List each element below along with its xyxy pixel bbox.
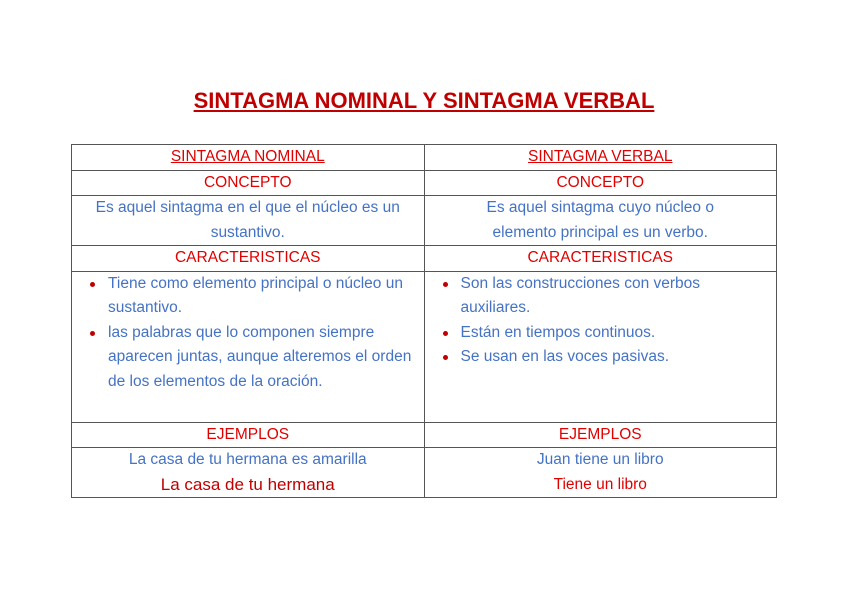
examples-label-nominal: EJEMPLOS xyxy=(71,421,425,448)
characteristics-verbal: Son las construcciones con verbos auxili… xyxy=(423,270,777,423)
concept-label-verbal: CONCEPTO xyxy=(423,169,777,196)
list-item: Tiene como elemento principal o núcleo u… xyxy=(90,272,412,321)
concept-label-nominal: CONCEPTO xyxy=(71,169,425,196)
list-item: Se usan en las voces pasivas. xyxy=(442,345,751,370)
list-item: las palabras que lo componen siempre apa… xyxy=(90,321,412,395)
comparison-table: SINTAGMA NOMINAL SINTAGMA VERBAL CONCEPT… xyxy=(71,144,777,498)
examples-nominal: La casa de tu hermana es amarilla La cas… xyxy=(71,447,425,498)
concept-nominal: Es aquel sintagma en el que el núcleo es… xyxy=(71,195,425,246)
example-phrase: Tiene un libro xyxy=(553,475,647,493)
heading-nominal: SINTAGMA NOMINAL xyxy=(71,144,425,171)
characteristics-nominal: Tiene como elemento principal o núcleo u… xyxy=(71,270,425,423)
concept-verbal: Es aquel sintagma cuyo núcleo o elemento… xyxy=(423,195,777,246)
document-title: SINTAGMA NOMINAL Y SINTAGMA VERBAL xyxy=(193,88,655,113)
examples-verbal: Juan tiene un libro Tiene un libro xyxy=(423,447,777,498)
example-phrase: La casa de tu hermana xyxy=(160,474,335,494)
characteristics-label-verbal: CARACTERISTICAS xyxy=(423,245,777,272)
characteristics-label-nominal: CARACTERISTICAS xyxy=(71,245,425,272)
list-item: Están en tiempos continuos. xyxy=(442,321,751,346)
example-sentence: Juan tiene un libro xyxy=(536,451,664,468)
examples-label-verbal: EJEMPLOS xyxy=(423,421,777,448)
heading-verbal: SINTAGMA VERBAL xyxy=(423,144,777,171)
list-item: Son las construcciones con verbos auxili… xyxy=(442,272,751,321)
example-sentence: La casa de tu hermana es amarilla xyxy=(128,451,367,468)
